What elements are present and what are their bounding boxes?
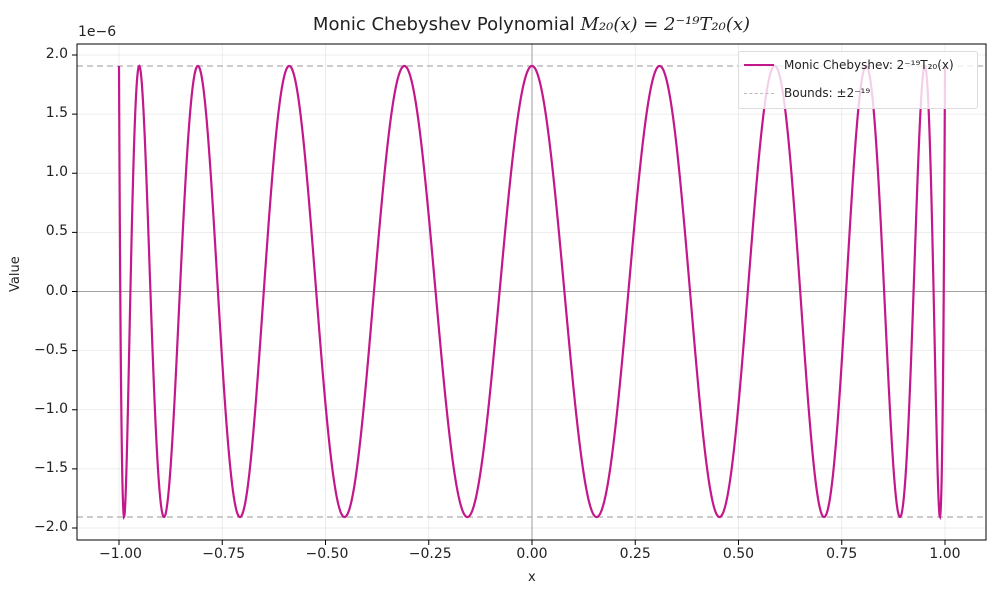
y-tick-label: 1.0 <box>45 164 68 181</box>
legend-label-curve: Monic Chebyshev: 2⁻¹⁹T₂₀(x) <box>784 58 954 72</box>
x-tick-label: −0.25 <box>408 546 452 562</box>
y-tick-label: 0.5 <box>45 223 68 240</box>
legend-label-bounds: Bounds: ±2⁻¹⁹ <box>784 86 871 100</box>
legend-swatch-bounds <box>744 92 774 94</box>
x-tick-label: −0.50 <box>305 546 349 562</box>
plot-frame <box>76 43 987 541</box>
x-tick-label: 0.75 <box>826 546 858 562</box>
legend-item-bounds: Bounds: ±2⁻¹⁹ <box>744 86 870 100</box>
x-tick-label: −1.00 <box>99 546 142 562</box>
chart-title: Monic Chebyshev Polynomial M₂₀(x) = 2⁻¹⁹… <box>312 14 751 35</box>
y-tick-label: −0.5 <box>34 341 68 358</box>
legend-swatch-curve <box>744 64 774 66</box>
chebyshev-curve <box>117 64 947 521</box>
legend: Monic Chebyshev: 2⁻¹⁹T₂₀(x) Bounds: ±2⁻¹… <box>738 51 978 109</box>
legend-item-curve: Monic Chebyshev: 2⁻¹⁹T₂₀(x) <box>744 58 954 72</box>
x-tick-label: 0.00 <box>516 546 548 562</box>
y-tick-label: −1.5 <box>34 459 68 476</box>
y-axis-offset-label: 1e−6 <box>78 24 117 40</box>
x-tick-label: −0.75 <box>202 546 246 562</box>
y-tick-label: 0.0 <box>45 282 68 299</box>
y-tick-label: 1.5 <box>45 105 68 122</box>
grid-lines <box>77 44 986 540</box>
x-tick-label: 0.25 <box>619 546 651 562</box>
y-tick-label: 2.0 <box>45 46 68 62</box>
x-tick-label: 0.50 <box>722 546 755 562</box>
y-tick-label: −2.0 <box>34 519 68 535</box>
tick-marks <box>72 54 946 545</box>
y-tick-label: −1.0 <box>34 400 68 417</box>
x-axis-label: x <box>528 570 536 585</box>
x-tick-label: 1.00 <box>929 546 961 562</box>
